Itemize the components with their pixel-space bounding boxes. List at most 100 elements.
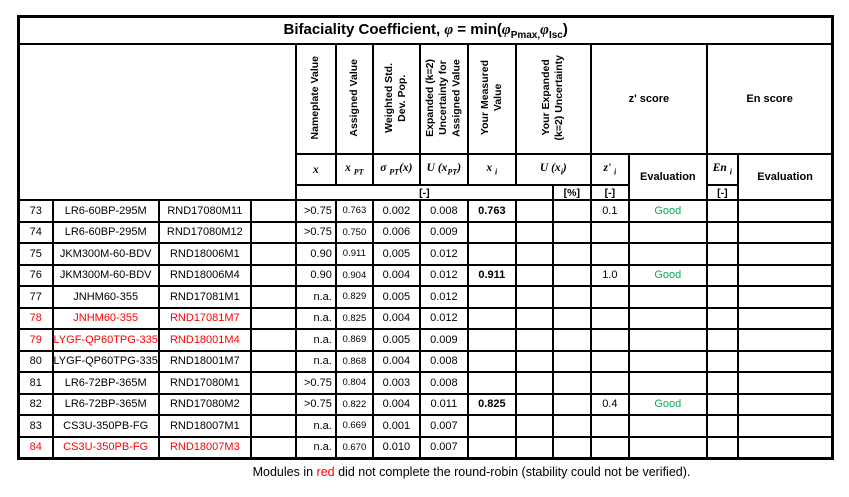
- footnote-red-word: red: [316, 465, 335, 479]
- row-number: 78: [17, 306, 54, 330]
- assigned-value: 0.669: [334, 414, 374, 438]
- title-close-paren: ): [562, 20, 568, 38]
- assigned-value: 0.825: [334, 306, 374, 330]
- module-serial: RND17080M1: [157, 371, 252, 395]
- assigned-value: 0.911: [334, 242, 374, 266]
- row-number: 80: [17, 349, 54, 373]
- table-row: 73 LR6-60BP-295M RND17080M11 >0.75 0.763…: [17, 199, 834, 223]
- module-serial: RND17081M7: [157, 306, 252, 330]
- your-uncertainty-percent: [551, 392, 592, 416]
- z-score-value: [589, 242, 630, 266]
- z-score-value: [589, 435, 630, 460]
- row-number: 83: [17, 414, 54, 438]
- z-score-value: [589, 328, 630, 352]
- nameplate-value: 0.90: [294, 242, 337, 266]
- header-your-measured-value: Your Measured Value: [466, 43, 517, 155]
- title-row: Bifaciality Coefficient, φ = min(φPmax,φ…: [17, 15, 834, 45]
- blank-cell: [249, 306, 297, 330]
- your-uncertainty-value: [514, 220, 554, 244]
- weighted-std-dev: 0.003: [371, 371, 421, 395]
- footnote: Modules in red did not complete the roun…: [17, 465, 831, 479]
- your-uncertainty-value: [514, 349, 554, 373]
- en-score-evaluation: [736, 349, 834, 373]
- weighted-std-dev: 0.005: [371, 285, 421, 309]
- header-weighted-std-dev: Weighted Std. Dev. Pop.: [371, 43, 421, 155]
- symbol-zi: z' i: [589, 153, 630, 186]
- symbol-xi: x i: [466, 153, 517, 186]
- z-score-value: [589, 414, 630, 438]
- symbol-header-row: x x PT σ PT(x) U (xPT) x i U (xi) z' i E…: [19, 153, 834, 201]
- module-name: LR6-72BP-365M: [51, 371, 160, 395]
- module-name: JKM300M-60-BDV: [51, 242, 160, 266]
- z-score-value: 0.1: [589, 199, 630, 223]
- assigned-value: 0.822: [334, 392, 374, 416]
- module-serial: RND17080M2: [157, 392, 252, 416]
- z-score-value: [589, 306, 630, 330]
- z-evaluation-header: Evaluation: [627, 153, 708, 201]
- blank-cell: [249, 414, 297, 438]
- blank-cell: [249, 435, 297, 460]
- phi-symbol: φ: [444, 21, 454, 38]
- z-score-value: 1.0: [589, 263, 630, 287]
- your-uncertainty-percent: [551, 306, 592, 330]
- en-score-value: [705, 414, 739, 438]
- footnote-text: did not complete the round-robin (stabil…: [334, 465, 691, 479]
- your-uncertainty-percent: [551, 435, 592, 460]
- header-z-score: z' score: [589, 43, 708, 155]
- symbol-u-xi: U (xi): [514, 153, 592, 186]
- nameplate-value: n.a.: [294, 349, 337, 373]
- blank-cell: [249, 242, 297, 266]
- rotated-label: Weighted Std. Dev. Pop.: [383, 62, 409, 133]
- measured-value: [466, 349, 517, 373]
- header-assigned-value: Assigned Value: [334, 43, 374, 155]
- blank-cell: [249, 371, 297, 395]
- assigned-value: 0.904: [334, 263, 374, 287]
- module-serial: RND18006M1: [157, 242, 252, 266]
- z-score-evaluation: [627, 371, 708, 395]
- blank-cell: [249, 220, 297, 244]
- assigned-value: 0.750: [334, 220, 374, 244]
- z-score-evaluation: [627, 435, 708, 460]
- row-number: 81: [17, 371, 54, 395]
- module-name: LR6-60BP-295M: [51, 220, 160, 244]
- module-serial: RND18001M4: [157, 328, 252, 352]
- your-uncertainty-value: [514, 199, 554, 223]
- table-row: 78 JNHM60-355 RND17081M7 n.a. 0.825 0.00…: [17, 306, 834, 330]
- unit-dimensionless: [-]: [294, 184, 554, 201]
- symbol-x: x: [294, 153, 337, 186]
- module-name: JNHM60-355: [51, 285, 160, 309]
- table-row: 77 JNHM60-355 RND17081M1 n.a. 0.829 0.00…: [17, 285, 834, 309]
- nameplate-value: n.a.: [294, 414, 337, 438]
- assigned-value: 0.829: [334, 285, 374, 309]
- module-serial: RND18007M3: [157, 435, 252, 460]
- measured-value: [466, 414, 517, 438]
- module-name: LR6-60BP-295M: [51, 199, 160, 223]
- table-row: 75 JKM300M-60-BDV RND18006M1 0.90 0.911 …: [17, 242, 834, 266]
- expanded-uncertainty: 0.007: [418, 414, 469, 438]
- module-serial: RND17080M12: [157, 220, 252, 244]
- en-score-value: [705, 371, 739, 395]
- measured-value: 0.763: [466, 199, 517, 223]
- weighted-std-dev: 0.002: [371, 199, 421, 223]
- weighted-std-dev: 0.006: [371, 220, 421, 244]
- measured-value: 0.911: [466, 263, 517, 287]
- z-score-value: [589, 349, 630, 373]
- z-score-evaluation: [627, 349, 708, 373]
- assigned-value: 0.868: [334, 349, 374, 373]
- module-serial: RND18007M1: [157, 414, 252, 438]
- symbol-u-xpt: U (xPT): [418, 153, 469, 186]
- nameplate-value: >0.75: [294, 220, 337, 244]
- rotated-label: Assigned Value: [347, 58, 360, 137]
- en-score-evaluation: [736, 414, 834, 438]
- z-score-value: [589, 371, 630, 395]
- nameplate-value: n.a.: [294, 328, 337, 352]
- rotated-label: Expanded (k=2) Uncertainty for Assigned …: [424, 58, 463, 137]
- expanded-uncertainty: 0.009: [418, 328, 469, 352]
- row-number: 77: [17, 285, 54, 309]
- weighted-std-dev: 0.001: [371, 414, 421, 438]
- table-row: 82 LR6-72BP-365M RND17080M2 >0.75 0.822 …: [17, 392, 834, 416]
- z-score-evaluation: Good: [627, 263, 708, 287]
- symbol-sigma-pt: σ PT(x): [371, 153, 421, 186]
- blank-cell: [249, 349, 297, 373]
- nameplate-value: >0.75: [294, 371, 337, 395]
